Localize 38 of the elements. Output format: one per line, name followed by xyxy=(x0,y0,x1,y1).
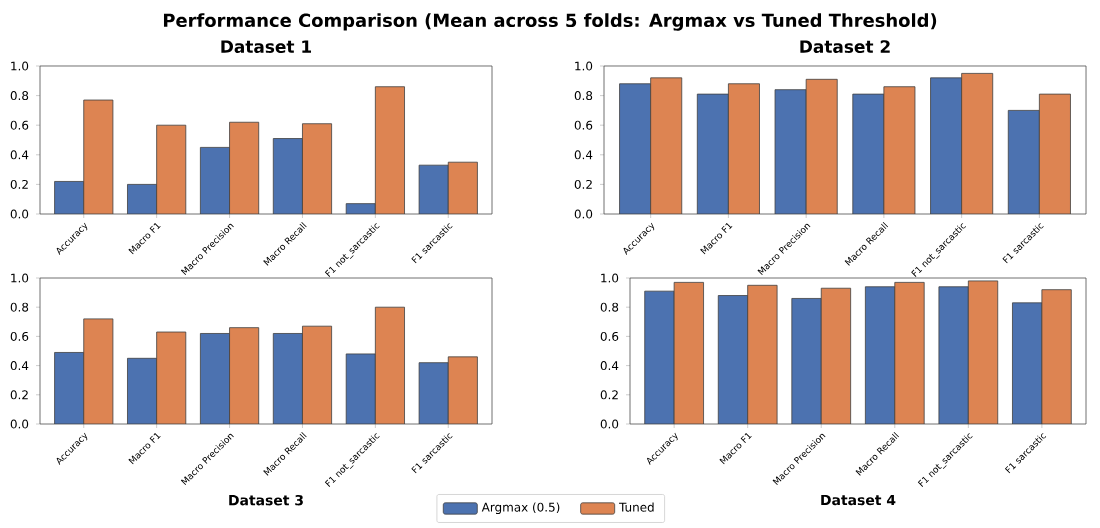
bar xyxy=(302,325,333,424)
bar xyxy=(619,83,651,214)
bar xyxy=(447,161,478,214)
bar xyxy=(418,362,449,424)
text: Performance Comparison (Mean across 5 folds: Argmax vs Tuned Threshold) xyxy=(163,13,937,31)
bar xyxy=(127,357,158,424)
bar xyxy=(229,327,259,424)
bar xyxy=(961,73,994,214)
bar xyxy=(54,181,85,214)
bar xyxy=(447,356,478,424)
bar xyxy=(883,86,916,214)
bar xyxy=(302,123,333,214)
bar xyxy=(1038,93,1071,214)
bar xyxy=(127,184,158,214)
bar xyxy=(852,93,885,214)
bar xyxy=(156,124,187,214)
bar xyxy=(156,331,187,424)
bar xyxy=(374,86,405,214)
bar xyxy=(229,122,259,214)
bar xyxy=(200,147,230,214)
bar xyxy=(930,77,963,214)
bar xyxy=(1007,110,1040,214)
bar xyxy=(83,318,114,424)
bar xyxy=(650,77,682,214)
bar xyxy=(345,353,376,424)
bar xyxy=(54,352,85,424)
bar xyxy=(728,83,760,214)
bar xyxy=(272,138,303,214)
bar xyxy=(696,93,729,214)
bar xyxy=(272,333,303,424)
bar xyxy=(418,164,449,214)
chart-title: Dataset 2 xyxy=(800,40,890,53)
bar xyxy=(374,306,405,424)
bar xyxy=(805,78,838,214)
bar xyxy=(83,99,114,214)
chart-title: Dataset 1 xyxy=(221,40,312,53)
bar xyxy=(774,89,807,214)
bar xyxy=(200,333,230,424)
